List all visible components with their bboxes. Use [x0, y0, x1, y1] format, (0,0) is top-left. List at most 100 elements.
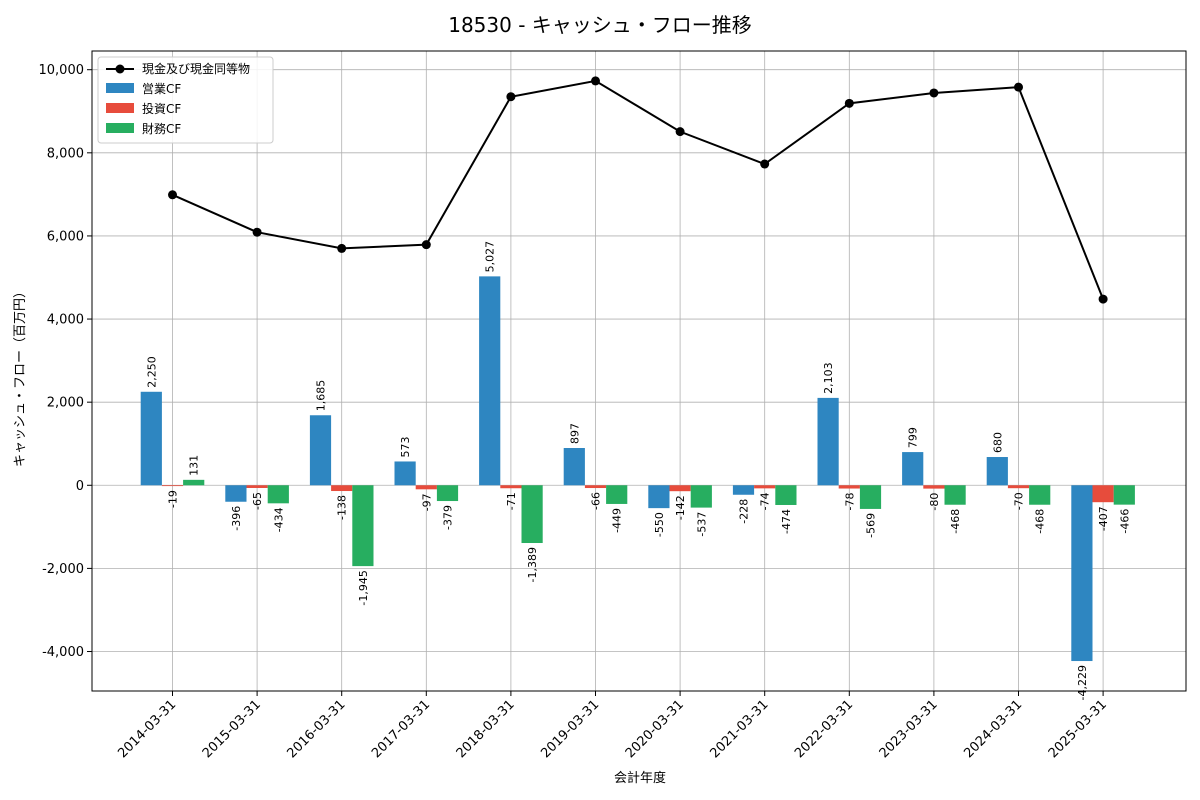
y-tick-label: 6,000	[47, 229, 84, 244]
bar-営業CF-2016-03-31	[310, 415, 331, 485]
bar-投資CF-2019-03-31	[585, 485, 606, 488]
bar-投資CF-2016-03-31	[331, 485, 352, 491]
cash-point-2021-03-31	[760, 160, 769, 169]
bar-value-label: -80	[928, 493, 941, 511]
bar-財務CF-2024-03-31	[1029, 485, 1050, 504]
bar-value-label: 799	[907, 427, 920, 448]
bar-value-label: 5,027	[484, 241, 497, 273]
bar-投資CF-2014-03-31	[162, 485, 183, 486]
bar-value-label: -550	[653, 512, 666, 537]
cash-point-2015-03-31	[253, 228, 262, 237]
bar-value-label: -228	[738, 499, 751, 524]
bar-value-label: -434	[272, 507, 285, 532]
legend-swatch-investing	[106, 103, 134, 113]
bar-投資CF-2018-03-31	[500, 485, 521, 488]
cash-point-2019-03-31	[591, 76, 600, 85]
bar-value-label: -65	[251, 492, 264, 510]
bar-value-label: 1,685	[315, 380, 328, 412]
cash-point-2018-03-31	[506, 92, 515, 101]
bar-営業CF-2019-03-31	[564, 448, 585, 485]
bar-value-label: 573	[399, 436, 412, 457]
bar-value-label: -474	[780, 509, 793, 534]
bar-営業CF-2025-03-31	[1071, 485, 1092, 661]
bar-value-label: -569	[865, 513, 878, 538]
bar-営業CF-2014-03-31	[141, 392, 162, 486]
y-tick-label: 8,000	[47, 146, 84, 161]
y-tick-label: 2,000	[47, 396, 84, 411]
bar-value-label: -1,945	[357, 570, 370, 605]
bar-value-label: -78	[843, 493, 856, 511]
bar-営業CF-2015-03-31	[225, 485, 246, 501]
bar-営業CF-2021-03-31	[733, 485, 754, 494]
bar-value-label: 2,103	[822, 362, 835, 394]
y-tick-label: -2,000	[42, 562, 84, 577]
bar-value-label: -468	[1034, 509, 1047, 534]
y-tick-label: 10,000	[39, 63, 85, 78]
legend: 現金及び現金同等物 営業CF 投資CF 財務CF	[98, 57, 273, 143]
bar-value-label: -466	[1118, 509, 1131, 534]
bar-value-label: 2,250	[145, 356, 158, 388]
bar-value-label: -138	[336, 495, 349, 520]
y-tick-label: 0	[76, 479, 84, 494]
bar-財務CF-2016-03-31	[352, 485, 373, 566]
chart-title: 18530 - キャッシュ・フロー推移	[448, 13, 752, 37]
bar-財務CF-2025-03-31	[1114, 485, 1135, 504]
legend-label-cash: 現金及び現金同等物	[142, 61, 250, 76]
cash-point-2016-03-31	[337, 244, 346, 253]
bar-投資CF-2015-03-31	[247, 485, 268, 488]
bar-投資CF-2023-03-31	[923, 485, 944, 488]
bar-value-label: -19	[167, 490, 180, 508]
bar-value-label: -407	[1097, 506, 1110, 531]
bar-value-label: -1,389	[526, 547, 539, 582]
y-axis-title: キャッシュ・フロー（百万円）	[13, 285, 28, 467]
cash-point-2023-03-31	[929, 88, 938, 97]
bar-value-label: -66	[590, 492, 603, 510]
cash-point-2020-03-31	[676, 127, 685, 136]
legend-marker-swatch	[116, 65, 125, 74]
bar-value-label: -396	[230, 506, 243, 531]
bar-投資CF-2022-03-31	[839, 485, 860, 488]
bar-財務CF-2015-03-31	[268, 485, 289, 503]
bar-value-label: -74	[759, 492, 772, 510]
cash-point-2017-03-31	[422, 240, 431, 249]
cash-point-2025-03-31	[1099, 295, 1108, 304]
bar-value-label: -70	[1013, 492, 1026, 510]
bar-value-label: 131	[188, 455, 201, 476]
x-axis-title: 会計年度	[614, 770, 666, 786]
y-tick-label: 4,000	[47, 313, 84, 328]
bar-財務CF-2020-03-31	[691, 485, 712, 507]
bar-value-label: -97	[420, 493, 433, 511]
cash-point-2022-03-31	[845, 99, 854, 108]
bar-投資CF-2024-03-31	[1008, 485, 1029, 488]
bar-value-label: -468	[949, 509, 962, 534]
bar-営業CF-2022-03-31	[818, 398, 839, 485]
bar-財務CF-2018-03-31	[522, 485, 543, 543]
bar-財務CF-2019-03-31	[606, 485, 627, 504]
bar-投資CF-2017-03-31	[416, 485, 437, 489]
bar-value-label: -4,229	[1076, 665, 1089, 700]
bar-value-label: -379	[442, 505, 455, 530]
legend-label-financing: 財務CF	[142, 121, 181, 136]
bar-営業CF-2020-03-31	[648, 485, 669, 508]
bar-value-label: -142	[674, 495, 687, 520]
cash-point-2024-03-31	[1014, 83, 1023, 92]
legend-label-investing: 投資CF	[142, 101, 181, 116]
bar-営業CF-2024-03-31	[987, 457, 1008, 485]
bar-投資CF-2020-03-31	[670, 485, 691, 491]
bar-財務CF-2017-03-31	[437, 485, 458, 501]
bar-value-label: -537	[695, 512, 708, 537]
legend-swatch-operating	[106, 83, 134, 93]
bar-営業CF-2017-03-31	[395, 461, 416, 485]
bar-value-label: 680	[991, 432, 1004, 453]
bar-財務CF-2022-03-31	[860, 485, 881, 509]
bar-営業CF-2023-03-31	[902, 452, 923, 485]
bar-営業CF-2018-03-31	[479, 276, 500, 485]
bar-財務CF-2021-03-31	[775, 485, 796, 505]
bar-財務CF-2023-03-31	[945, 485, 966, 504]
bar-投資CF-2025-03-31	[1093, 485, 1114, 502]
bar-財務CF-2014-03-31	[183, 480, 204, 485]
bar-投資CF-2021-03-31	[754, 485, 775, 488]
bar-value-label: -71	[505, 492, 518, 510]
